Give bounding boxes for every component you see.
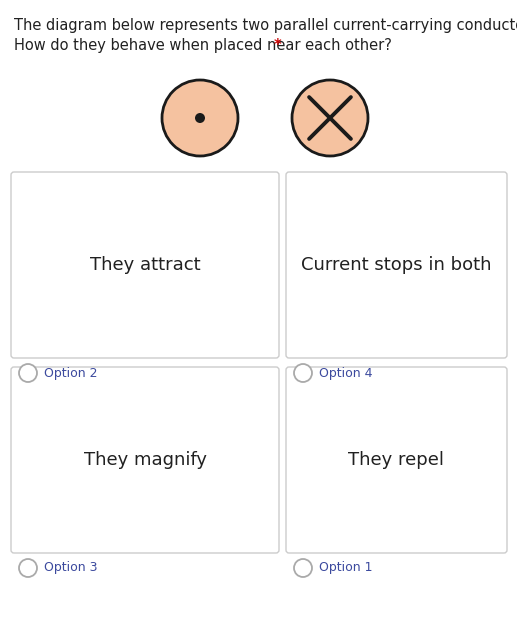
FancyBboxPatch shape <box>286 367 507 553</box>
Text: They magnify: They magnify <box>84 451 206 469</box>
FancyBboxPatch shape <box>286 172 507 358</box>
FancyBboxPatch shape <box>11 172 279 358</box>
Circle shape <box>294 559 312 577</box>
Text: They repel: They repel <box>348 451 445 469</box>
Circle shape <box>19 559 37 577</box>
Text: *: * <box>274 38 282 53</box>
Circle shape <box>162 80 238 156</box>
Text: Option 4: Option 4 <box>319 367 373 380</box>
Text: How do they behave when placed near each other?: How do they behave when placed near each… <box>14 38 392 53</box>
Text: The diagram below represents two parallel current-carrying conductors.: The diagram below represents two paralle… <box>14 18 517 33</box>
Circle shape <box>292 80 368 156</box>
Text: Option 2: Option 2 <box>44 367 98 380</box>
Circle shape <box>19 364 37 382</box>
Text: Current stops in both: Current stops in both <box>301 256 492 274</box>
FancyBboxPatch shape <box>11 367 279 553</box>
Text: Option 1: Option 1 <box>319 561 373 575</box>
Text: Option 3: Option 3 <box>44 561 98 575</box>
Text: They attract: They attract <box>89 256 200 274</box>
Circle shape <box>294 364 312 382</box>
Circle shape <box>195 113 205 123</box>
